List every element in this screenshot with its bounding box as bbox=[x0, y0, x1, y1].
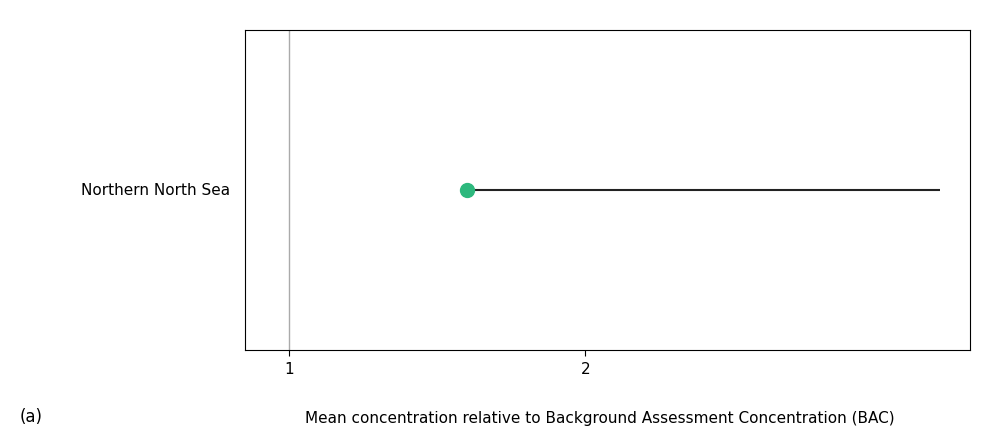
Text: Mean concentration relative to Background Assessment Concentration (BAC): Mean concentration relative to Backgroun… bbox=[305, 410, 895, 425]
Text: Northern North Sea: Northern North Sea bbox=[81, 183, 230, 198]
Text: (a): (a) bbox=[20, 407, 43, 425]
Point bbox=[459, 187, 475, 194]
